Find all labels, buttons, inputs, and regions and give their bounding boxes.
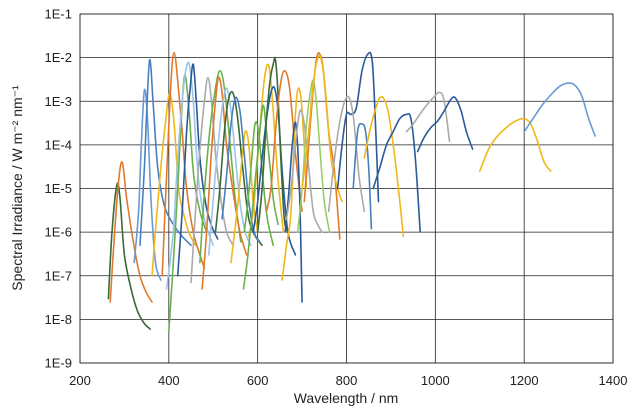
series-layer xyxy=(107,51,596,334)
y-tick-label: 1E-6 xyxy=(45,225,72,240)
series-line xyxy=(252,85,297,256)
series-line xyxy=(416,96,474,153)
x-tick-label: 800 xyxy=(336,373,358,388)
y-tick-label: 1E-4 xyxy=(45,137,72,152)
series-line xyxy=(199,70,242,264)
series-line xyxy=(285,109,323,233)
series-line xyxy=(165,61,215,290)
series-line xyxy=(303,52,341,240)
series-line xyxy=(242,104,279,290)
y-tick-label: 1E-8 xyxy=(45,312,72,327)
series-line xyxy=(523,82,596,137)
series-line xyxy=(107,182,151,330)
series-line xyxy=(248,63,285,238)
plot-frame xyxy=(79,13,614,364)
y-axis-title: Spectral Irradiance / W m⁻² nm⁻¹ xyxy=(9,85,25,291)
series-line xyxy=(405,91,451,143)
series-line xyxy=(372,112,421,233)
x-tick-labels: 200 400 600 800 1000 1200 1400 xyxy=(69,373,627,388)
series-line xyxy=(190,76,234,284)
series-line xyxy=(243,120,274,247)
series-line xyxy=(336,51,380,203)
x-tick-label: 1000 xyxy=(421,373,450,388)
series-line xyxy=(133,88,162,281)
y-tick-labels: 1E-9 1E-8 1E-7 1E-6 1E-5 1E-4 1E-3 1E-2 1E-1 xyxy=(45,7,72,371)
series-line xyxy=(284,121,303,303)
series-line xyxy=(352,122,373,230)
series-line xyxy=(151,92,197,277)
series-line xyxy=(109,161,153,303)
series-line xyxy=(214,90,263,247)
series-line xyxy=(363,95,405,238)
series-line xyxy=(479,117,552,172)
series-line xyxy=(301,54,343,203)
series-line xyxy=(221,96,261,243)
x-tick-label: 400 xyxy=(158,373,180,388)
series-line xyxy=(256,56,289,233)
x-tick-label: 600 xyxy=(247,373,269,388)
grid-lines xyxy=(79,13,614,364)
y-tick-label: 1E-3 xyxy=(45,94,72,109)
series-line xyxy=(161,51,206,277)
x-tick-label: 200 xyxy=(69,373,91,388)
series-line xyxy=(139,58,192,247)
y-tick-label: 1E-9 xyxy=(45,356,72,371)
x-tick-label: 1400 xyxy=(599,373,628,388)
y-tick-label: 1E-1 xyxy=(45,7,72,22)
x-tick-label: 1200 xyxy=(510,373,539,388)
series-line xyxy=(327,95,366,213)
x-axis-title: Wavelength / nm xyxy=(294,390,399,406)
y-tick-label: 1E-5 xyxy=(45,181,72,196)
y-tick-label: 1E-2 xyxy=(45,50,72,65)
y-tick-label: 1E-7 xyxy=(45,268,72,283)
